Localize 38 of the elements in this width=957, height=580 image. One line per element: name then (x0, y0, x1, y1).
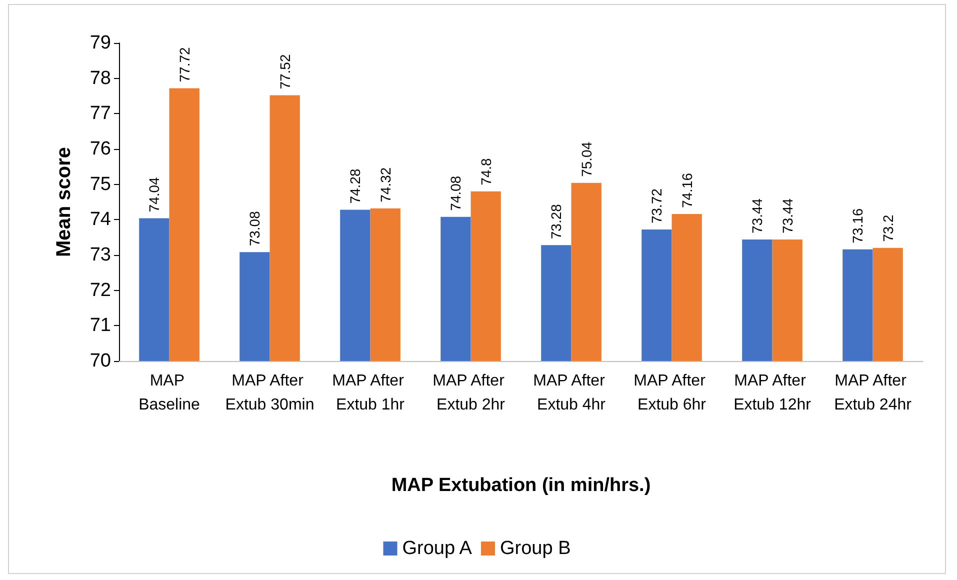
data-label: 74.08 (448, 176, 464, 211)
data-label: 74.32 (377, 167, 394, 202)
data-label: 74.16 (678, 172, 695, 208)
x-tick-label: MAP After Extub 12hr (734, 372, 812, 414)
data-label: 73.44 (749, 198, 766, 234)
x-tick-label: MAP After Extub 6hr (634, 372, 710, 414)
data-label: 73.28 (548, 204, 564, 240)
data-label: 73.44 (779, 198, 796, 234)
y-tick-label: 73 (90, 244, 111, 266)
y-tick-label: 77 (90, 103, 111, 124)
data-label: 77.72 (176, 46, 192, 82)
data-label: 77.52 (276, 54, 293, 90)
y-tick-label: 79 (90, 32, 111, 54)
x-tick-label: MAP After Extub 30min (225, 372, 314, 414)
y-tick-label: 76 (90, 138, 111, 160)
legend-label: Group A (402, 538, 472, 559)
y-tick-label: 75 (90, 174, 111, 195)
x-tick-label: MAP After Extub 4hr (533, 372, 610, 414)
y-tick-label: 78 (90, 68, 111, 89)
y-tick-label: 74 (90, 209, 112, 230)
data-label: 74.04 (146, 177, 162, 212)
legend-label: Group B (500, 538, 571, 559)
data-label: 73.2 (880, 214, 896, 242)
y-tick-label: 72 (90, 280, 111, 301)
data-label: 73.08 (246, 210, 263, 246)
x-tick-label: MAP Baseline (138, 372, 200, 414)
y-tick-label: 71 (90, 315, 111, 336)
y-tick-label: 70 (90, 350, 111, 372)
data-label: 74.28 (347, 168, 364, 204)
x-tick-label: MAP After Extub 2hr (432, 372, 509, 414)
x-axis-title: MAP Extubation (in min/hrs.) (391, 475, 651, 496)
data-label: 75.04 (578, 142, 594, 177)
data-label: 73.72 (648, 188, 665, 224)
x-tick-label: MAP After Extub 1hr (332, 372, 408, 414)
data-label: 74.8 (478, 158, 494, 186)
data-label: 73.16 (850, 208, 866, 244)
x-tick-label: MAP After Extub 24hr (834, 372, 912, 414)
y-axis-title: Mean score (53, 146, 75, 258)
